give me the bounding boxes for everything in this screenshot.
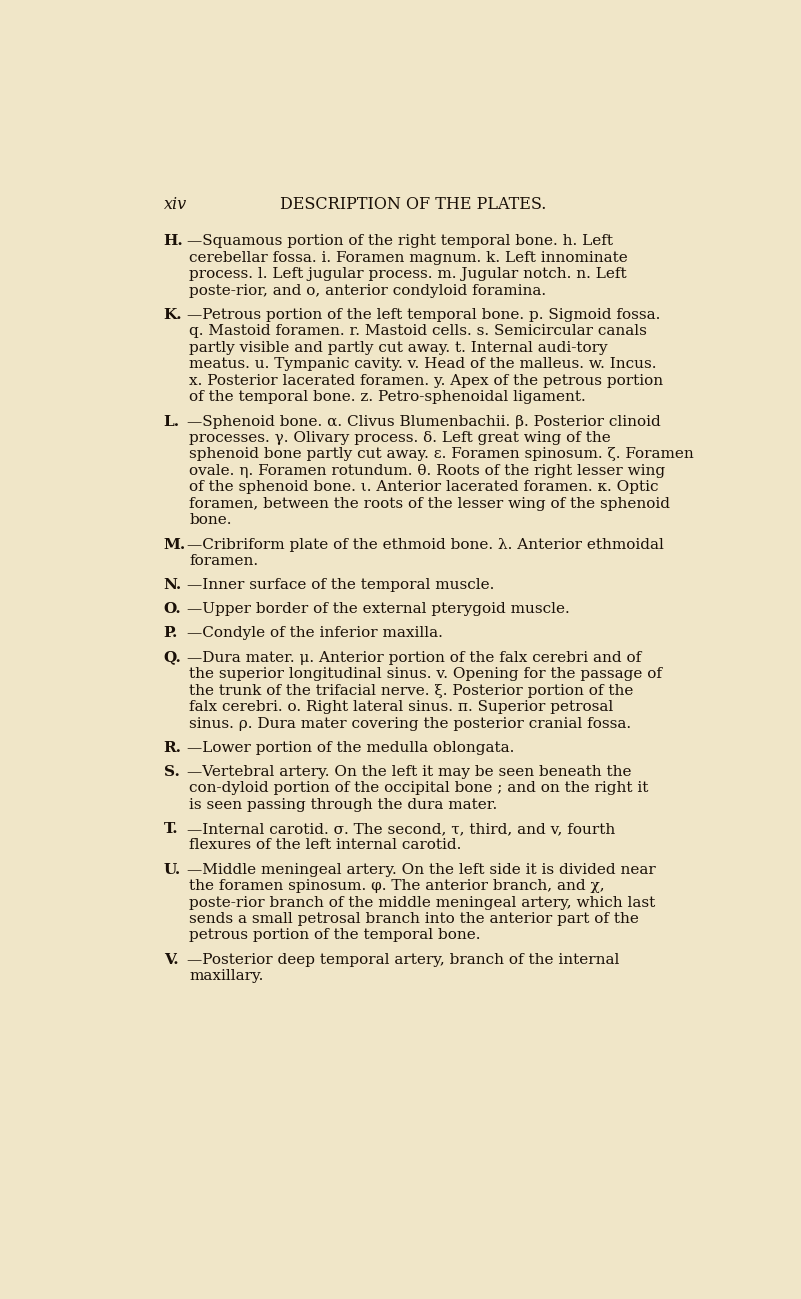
Text: —Petrous portion of the left temporal bone. p. Sigmoid fossa.: —Petrous portion of the left temporal bo… (187, 308, 660, 322)
Text: foramen, between the roots of the lesser wing of the sphenoid: foramen, between the roots of the lesser… (189, 496, 670, 511)
Text: —Vertebral artery. On the left it may be seen beneath the: —Vertebral artery. On the left it may be… (187, 765, 631, 779)
Text: K.: K. (163, 308, 183, 322)
Text: q. Mastoid foramen. r. Mastoid cells. s. Semicircular canals: q. Mastoid foramen. r. Mastoid cells. s.… (189, 325, 647, 339)
Text: partly visible and partly cut away. t. Internal audi-tory: partly visible and partly cut away. t. I… (189, 340, 608, 355)
Text: O.: O. (163, 603, 181, 616)
Text: DESCRIPTION OF THE PLATES.: DESCRIPTION OF THE PLATES. (280, 196, 546, 213)
Text: —Cribriform plate of the ethmoid bone. λ. Anterior ethmoidal: —Cribriform plate of the ethmoid bone. λ… (187, 538, 664, 552)
Text: L.: L. (163, 414, 179, 429)
Text: maxillary.: maxillary. (189, 969, 264, 983)
Text: falx cerebri. o. Right lateral sinus. π. Superior petrosal: falx cerebri. o. Right lateral sinus. π.… (189, 700, 614, 714)
Text: U.: U. (163, 863, 181, 877)
Text: of the sphenoid bone. ι. Anterior lacerated foramen. κ. Optic: of the sphenoid bone. ι. Anterior lacera… (189, 481, 658, 495)
Text: x. Posterior lacerated foramen. y. Apex of the petrous portion: x. Posterior lacerated foramen. y. Apex … (189, 374, 663, 388)
Text: —Posterior deep temporal artery, branch of the internal: —Posterior deep temporal artery, branch … (187, 952, 619, 966)
Text: cerebellar fossa. i. Foramen magnum. k. Left innominate: cerebellar fossa. i. Foramen magnum. k. … (189, 251, 628, 265)
Text: sphenoid bone partly cut away. ε. Foramen spinosum. ζ. Foramen: sphenoid bone partly cut away. ε. Forame… (189, 447, 694, 461)
Text: processes. γ. Olivary process. δ. Left great wing of the: processes. γ. Olivary process. δ. Left g… (189, 431, 611, 446)
Text: foramen.: foramen. (189, 553, 259, 568)
Text: poste-rior branch of the middle meningeal artery, which last: poste-rior branch of the middle meningea… (189, 895, 655, 909)
Text: process. l. Left jugular process. m. Jugular notch. n. Left: process. l. Left jugular process. m. Jug… (189, 268, 627, 282)
Text: the trunk of the trifacial nerve. ξ. Posterior portion of the: the trunk of the trifacial nerve. ξ. Pos… (189, 683, 634, 698)
Text: the foramen spinosum. φ. The anterior branch, and χ,: the foramen spinosum. φ. The anterior br… (189, 879, 605, 894)
Text: V.: V. (163, 952, 179, 966)
Text: —Sphenoid bone. α. Clivus Blumenbachii. β. Posterior clinoid: —Sphenoid bone. α. Clivus Blumenbachii. … (187, 414, 661, 429)
Text: R.: R. (163, 740, 182, 755)
Text: —Middle meningeal artery. On the left side it is divided near: —Middle meningeal artery. On the left si… (187, 863, 656, 877)
Text: T.: T. (163, 822, 179, 837)
Text: —Upper border of the external pterygoid muscle.: —Upper border of the external pterygoid … (187, 603, 570, 616)
Text: S.: S. (163, 765, 179, 779)
Text: —Condyle of the inferior maxilla.: —Condyle of the inferior maxilla. (187, 626, 443, 640)
Text: is seen passing through the dura mater.: is seen passing through the dura mater. (189, 798, 497, 812)
Text: —Internal carotid. σ. The second, τ, third, and v, fourth: —Internal carotid. σ. The second, τ, thi… (187, 822, 615, 837)
Text: bone.: bone. (189, 513, 231, 527)
Text: sends a small petrosal branch into the anterior part of the: sends a small petrosal branch into the a… (189, 912, 639, 926)
Text: xiv: xiv (163, 196, 187, 213)
Text: flexures of the left internal carotid.: flexures of the left internal carotid. (189, 838, 461, 852)
Text: petrous portion of the temporal bone.: petrous portion of the temporal bone. (189, 929, 481, 943)
Text: —Dura mater. μ. Anterior portion of the falx cerebri and of: —Dura mater. μ. Anterior portion of the … (187, 651, 641, 665)
Text: —Inner surface of the temporal muscle.: —Inner surface of the temporal muscle. (187, 578, 494, 592)
Text: meatus. u. Tympanic cavity. v. Head of the malleus. w. Incus.: meatus. u. Tympanic cavity. v. Head of t… (189, 357, 657, 372)
Text: sinus. ρ. Dura mater covering the posterior cranial fossa.: sinus. ρ. Dura mater covering the poster… (189, 717, 631, 730)
Text: ovale. η. Foramen rotundum. θ. Roots of the right lesser wing: ovale. η. Foramen rotundum. θ. Roots of … (189, 464, 666, 478)
Text: —Squamous portion of the right temporal bone. h. Left: —Squamous portion of the right temporal … (187, 234, 613, 248)
Text: of the temporal bone. z. Petro-sphenoidal ligament.: of the temporal bone. z. Petro-sphenoida… (189, 390, 586, 404)
Text: the superior longitudinal sinus. v. Opening for the passage of: the superior longitudinal sinus. v. Open… (189, 668, 662, 681)
Text: H.: H. (163, 234, 183, 248)
Text: —Lower portion of the medulla oblongata.: —Lower portion of the medulla oblongata. (187, 740, 514, 755)
Text: con-dyloid portion of the occipital bone ; and on the right it: con-dyloid portion of the occipital bone… (189, 781, 649, 795)
Text: poste-rior, and o, anterior condyloid foramina.: poste-rior, and o, anterior condyloid fo… (189, 283, 546, 297)
Text: Q.: Q. (163, 651, 182, 665)
Text: M.: M. (163, 538, 186, 552)
Text: P.: P. (163, 626, 178, 640)
Text: N.: N. (163, 578, 182, 592)
